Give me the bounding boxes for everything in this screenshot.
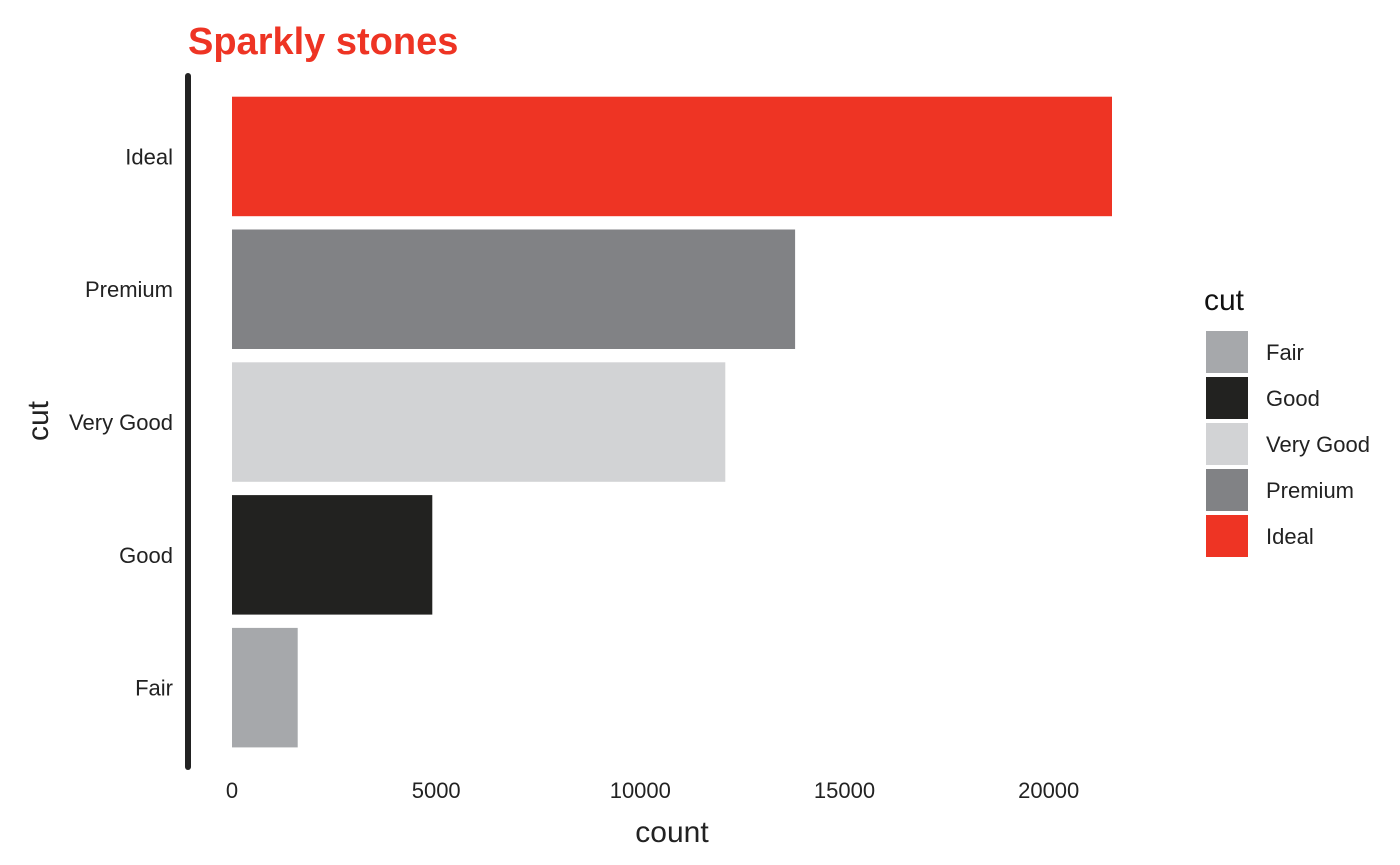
legend-label-fair: Fair [1266,340,1304,365]
x-tick-label-20000: 20000 [1018,778,1079,803]
bar-premium [232,229,796,349]
legend-label-good: Good [1266,386,1320,411]
y-tick-label-very-good: Very Good [69,410,173,435]
legend-swatch-good [1206,377,1248,419]
y-tick-label-premium: Premium [85,277,173,302]
bar-very-good [232,362,726,482]
y-tick-label-good: Good [119,543,173,568]
legend-label-premium: Premium [1266,478,1354,503]
legend-swatch-very-good [1206,423,1248,465]
legend-label-ideal: Ideal [1266,524,1314,549]
legend-swatch-ideal [1206,515,1248,557]
legend: cut Fair Good Very Good Premium Ideal [1204,284,1370,557]
legend-title: cut [1204,284,1245,317]
legend-label-very-good: Very Good [1266,432,1370,457]
legend-swatch-premium [1206,469,1248,511]
y-tick-label-fair: Fair [135,676,173,701]
x-tick-label-5000: 5000 [412,778,461,803]
chart-title: Sparkly stones [188,21,458,63]
bar-fair [232,627,298,748]
y-tick-label-ideal: Ideal [125,144,173,169]
legend-swatch-fair [1206,331,1248,373]
bar-good [232,495,433,615]
x-tick-label-15000: 15000 [814,778,875,803]
legend-items: Fair Good Very Good Premium Ideal [1206,331,1370,557]
x-tick-labels: 0 5000 10000 15000 20000 [226,778,1079,803]
x-axis-title: count [635,816,709,849]
x-tick-label-10000: 10000 [610,778,671,803]
x-tick-label-0: 0 [226,778,238,803]
y-tick-labels: Fair Good Very Good Premium Ideal [69,144,173,700]
bars-group [232,96,1112,748]
y-axis-title: cut [22,400,55,441]
bar-ideal [232,96,1112,217]
